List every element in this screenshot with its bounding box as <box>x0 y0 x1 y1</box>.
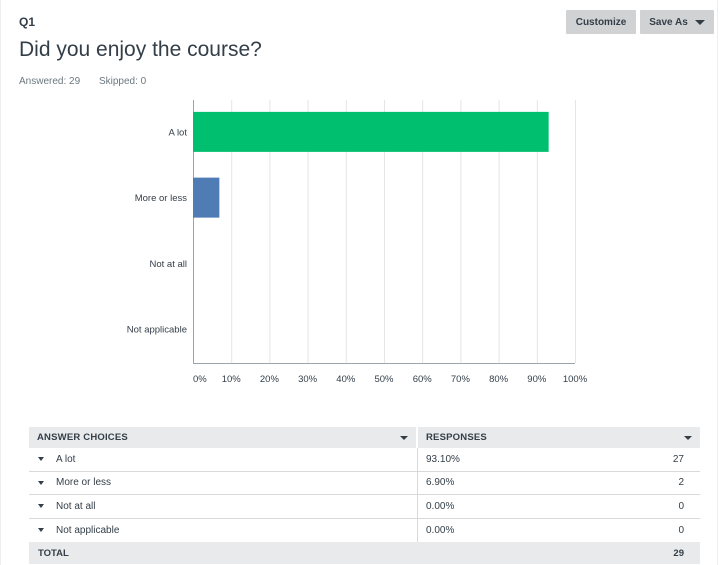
customize-label: Customize <box>575 16 627 28</box>
total-label: TOTAL <box>38 547 69 559</box>
table-row: A lot 93.10% 27 <box>29 448 700 472</box>
answer-choice-label: Not applicable <box>56 524 120 536</box>
response-count: 27 <box>672 453 684 465</box>
x-tick-label: 60% <box>413 374 433 385</box>
answer-choice-label: A lot <box>56 453 76 465</box>
expand-caret-icon[interactable] <box>38 457 44 462</box>
bar-chart: A lot More or less Not at all Not applicabl… <box>127 100 588 385</box>
x-tick-label: 0% <box>193 374 207 385</box>
expand-caret-icon[interactable] <box>38 504 44 509</box>
response-percent: 0.00% <box>426 524 455 536</box>
total-row: TOTAL 29 <box>29 542 700 564</box>
expand-caret-icon[interactable] <box>38 480 44 485</box>
response-percent: 6.90% <box>426 477 455 489</box>
header-answer-choices[interactable]: ANSWER CHOICES <box>29 427 418 448</box>
x-tick-label: 80% <box>489 374 509 385</box>
category-label: Not applicable <box>127 325 187 336</box>
answer-choice-label: Not at all <box>56 500 96 512</box>
answer-choice-cell: More or less <box>29 471 418 494</box>
answer-choice-label: More or less <box>56 477 112 489</box>
header-responses[interactable]: RESPONSES <box>418 427 700 448</box>
response-count: 2 <box>678 477 684 489</box>
category-label: More or less <box>135 193 188 204</box>
chart-bar <box>193 111 549 152</box>
category-label: A lot <box>169 127 188 138</box>
answered-count: Answered: 29 <box>19 76 81 87</box>
sort-caret-icon <box>400 435 408 440</box>
category-label: Not at all <box>150 259 188 270</box>
x-tick-label: 40% <box>336 374 356 385</box>
x-tick-label: 10% <box>222 374 242 385</box>
table-row: More or less 6.90% 2 <box>29 471 700 495</box>
save-as-button[interactable]: Save As <box>640 10 714 34</box>
expand-caret-icon[interactable] <box>38 528 44 533</box>
x-tick-label: 90% <box>527 374 547 385</box>
x-tick-label: 70% <box>451 374 471 385</box>
answer-choice-cell: Not applicable <box>29 518 418 542</box>
skipped-count: Skipped: 0 <box>98 76 147 87</box>
response-percent: 93.10% <box>426 453 460 465</box>
table-row: Not at all 0.00% 0 <box>29 495 700 519</box>
chart-bar <box>193 177 220 218</box>
x-tick-label: 20% <box>260 374 280 385</box>
x-tick-label: 100% <box>563 374 588 385</box>
table-row: Not applicable 0.00% 0 <box>29 518 700 542</box>
header-answer-choices-label: ANSWER CHOICES <box>37 432 128 443</box>
question-number: Q1 <box>19 15 36 29</box>
response-count: 0 <box>678 500 684 512</box>
response-count: 0 <box>678 524 684 536</box>
response-stats: Answered: 29 Skipped: 0 <box>19 76 162 87</box>
x-tick-label: 30% <box>298 374 318 385</box>
customize-button[interactable]: Customize <box>566 10 636 34</box>
response-table: ANSWER CHOICES RESPONSES A lot 93.10% 27… <box>29 427 700 564</box>
caret-down-icon <box>694 19 705 25</box>
table-header: ANSWER CHOICES RESPONSES <box>29 427 700 448</box>
x-tick-label: 50% <box>374 374 394 385</box>
answer-choice-cell: Not at all <box>29 495 418 518</box>
sort-caret-icon <box>684 435 692 440</box>
total-count: 29 <box>673 547 684 559</box>
response-percent: 0.00% <box>426 500 455 512</box>
answer-choice-cell: A lot <box>29 448 418 471</box>
header-responses-label: RESPONSES <box>426 432 487 443</box>
question-title: Did you enjoy the course? <box>19 38 262 61</box>
save-as-label: Save As <box>649 16 688 28</box>
